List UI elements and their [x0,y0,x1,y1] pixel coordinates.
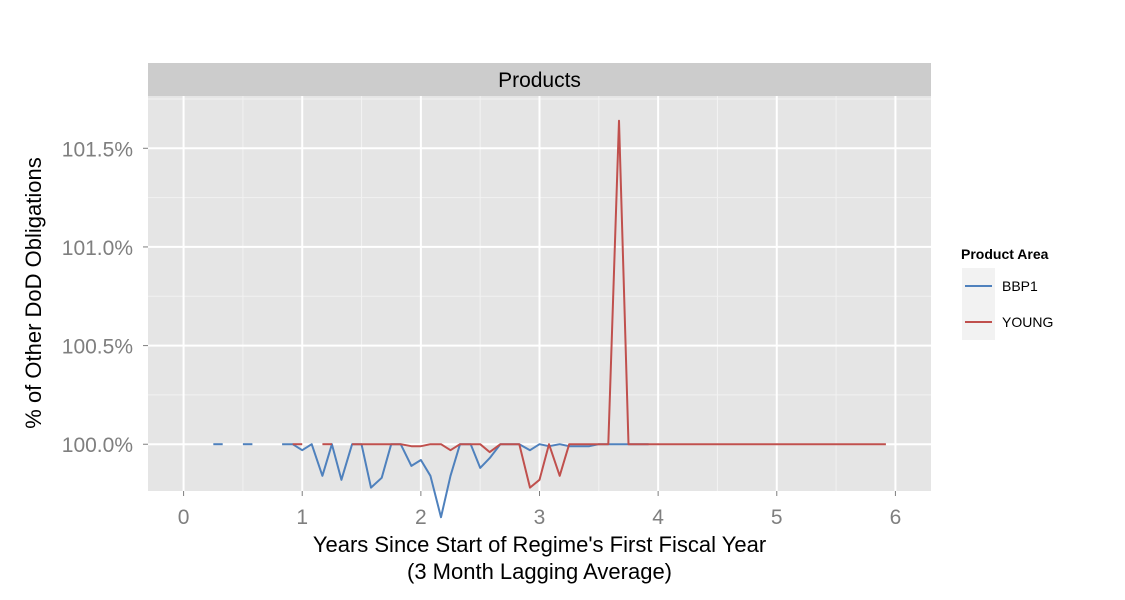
legend: Product Area BBP1 YOUNG [961,246,1053,340]
legend-title: Product Area [961,246,1049,262]
facet-label: Products [498,69,581,92]
y-tick-label: 101.5% [62,138,133,161]
x-axis-title-line2: (3 Month Lagging Average) [407,559,672,584]
legend-item-bbp1: BBP1 [962,268,1038,304]
y-axis: 100.0% 100.5% 101.0% 101.5% [62,138,148,457]
legend-item-young: YOUNG [962,304,1053,340]
x-axis: 0 1 2 3 4 5 6 [178,491,902,529]
x-axis-title: Years Since Start of Regime's First Fisc… [313,532,766,557]
legend-label-young: YOUNG [1002,314,1053,330]
x-tick-label: 6 [890,506,902,529]
series-layer [213,119,886,519]
y-tick-label: 100.5% [62,336,133,359]
x-tick-label: 3 [534,506,546,529]
y-tick-label: 101.0% [62,237,133,260]
x-tick-label: 5 [771,506,783,529]
series-line-young [352,119,886,489]
y-tick-label: 100.0% [62,434,133,457]
grid-major [148,96,931,491]
x-tick-label: 0 [178,506,190,529]
x-tick-label: 1 [296,506,308,529]
facet-strip [148,63,931,96]
x-tick-label: 4 [652,506,664,529]
x-tick-label: 2 [415,506,427,529]
legend-label-bbp1: BBP1 [1002,278,1038,294]
y-axis-title: % of Other DoD Obligations [21,157,46,428]
